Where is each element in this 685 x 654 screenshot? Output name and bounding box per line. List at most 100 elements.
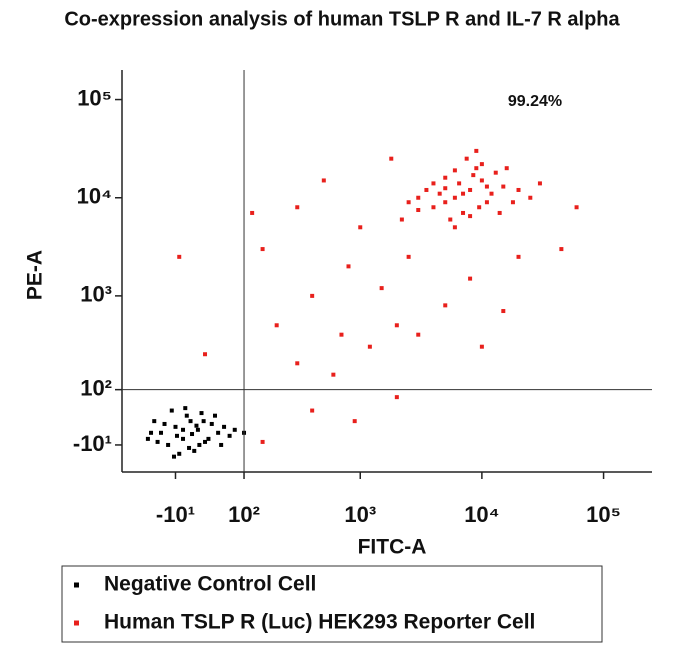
data-point	[145, 436, 150, 441]
data-point	[464, 156, 469, 161]
data-point	[479, 344, 484, 349]
data-point	[394, 323, 399, 328]
x-tick-label: 10⁴	[464, 502, 499, 527]
legend-label: Human TSLP R (Luc) HEK293 Reporter Cell	[104, 611, 535, 634]
data-point	[468, 187, 473, 192]
data-point	[501, 309, 506, 314]
data-point	[183, 406, 188, 411]
data-point	[448, 217, 453, 222]
data-point	[443, 303, 448, 308]
data-point	[162, 421, 167, 426]
data-point	[174, 433, 179, 438]
data-point	[479, 178, 484, 183]
data-point	[479, 162, 484, 167]
x-tick-label: 10²	[228, 502, 260, 527]
data-point	[416, 195, 421, 200]
data-point	[203, 439, 208, 444]
data-point	[192, 448, 197, 453]
data-point	[443, 175, 448, 180]
data-point	[484, 200, 489, 205]
data-point	[260, 247, 265, 252]
data-point	[452, 225, 457, 230]
data-point	[379, 286, 384, 291]
data-point	[367, 344, 372, 349]
data-point	[497, 210, 502, 215]
data-point	[477, 205, 482, 210]
data-point	[559, 247, 564, 252]
data-point	[295, 361, 300, 366]
data-point	[155, 439, 160, 444]
data-point	[274, 323, 279, 328]
data-point	[352, 419, 357, 424]
data-point	[516, 254, 521, 259]
data-point	[199, 411, 204, 416]
data-point	[389, 156, 394, 161]
data-point	[504, 166, 509, 171]
data-point	[227, 433, 232, 438]
x-tick-label: -10¹	[156, 502, 195, 527]
data-point	[437, 191, 442, 196]
data-point	[399, 217, 404, 222]
data-point	[468, 214, 473, 219]
data-point	[232, 427, 237, 432]
data-point	[416, 332, 421, 337]
data-point	[457, 181, 462, 186]
data-point	[516, 187, 521, 192]
data-point	[250, 210, 255, 215]
data-point	[394, 395, 399, 400]
data-point	[468, 276, 473, 281]
data-point	[187, 445, 192, 450]
data-point	[510, 200, 515, 205]
data-point	[260, 439, 265, 444]
data-point	[152, 419, 157, 424]
data-point	[474, 148, 479, 153]
data-point	[321, 178, 326, 183]
data-point	[188, 419, 193, 424]
data-point	[416, 208, 421, 213]
legend-label: Negative Control Cell	[104, 573, 316, 596]
data-point	[171, 454, 176, 459]
data-point	[177, 254, 182, 259]
chart-title: Co-expression analysis of human TSLP R a…	[64, 8, 620, 30]
data-point	[358, 225, 363, 230]
data-point	[184, 413, 189, 418]
y-tick-label: 10⁴	[77, 184, 112, 209]
data-point	[216, 430, 221, 435]
data-point	[213, 413, 218, 418]
x-tick-label: 10⁵	[586, 502, 621, 527]
data-point	[461, 210, 466, 215]
data-point	[203, 352, 208, 357]
data-point	[194, 423, 199, 428]
data-point	[443, 200, 448, 205]
data-point	[206, 436, 211, 441]
data-point	[190, 432, 195, 437]
data-point	[484, 184, 489, 189]
data-point	[471, 173, 476, 178]
data-point	[339, 332, 344, 337]
data-point	[501, 184, 506, 189]
data-point	[209, 421, 214, 426]
data-point	[169, 408, 174, 413]
data-point	[452, 168, 457, 173]
data-point	[159, 430, 164, 435]
data-point	[222, 424, 227, 429]
data-point	[461, 191, 466, 196]
data-point	[537, 181, 542, 186]
data-point	[181, 427, 186, 432]
data-point	[166, 442, 171, 447]
data-point	[443, 186, 448, 191]
data-point	[310, 408, 315, 413]
data-point	[424, 187, 429, 192]
data-point	[346, 264, 351, 269]
data-point	[406, 200, 411, 205]
data-point	[331, 372, 336, 377]
data-point	[197, 442, 202, 447]
data-point	[474, 166, 479, 171]
x-tick-label: 10³	[344, 502, 376, 527]
legend-swatch	[74, 620, 79, 626]
y-tick-label: 10³	[80, 282, 112, 307]
data-point	[173, 424, 178, 429]
data-point	[310, 293, 315, 298]
legend-swatch	[74, 582, 79, 588]
